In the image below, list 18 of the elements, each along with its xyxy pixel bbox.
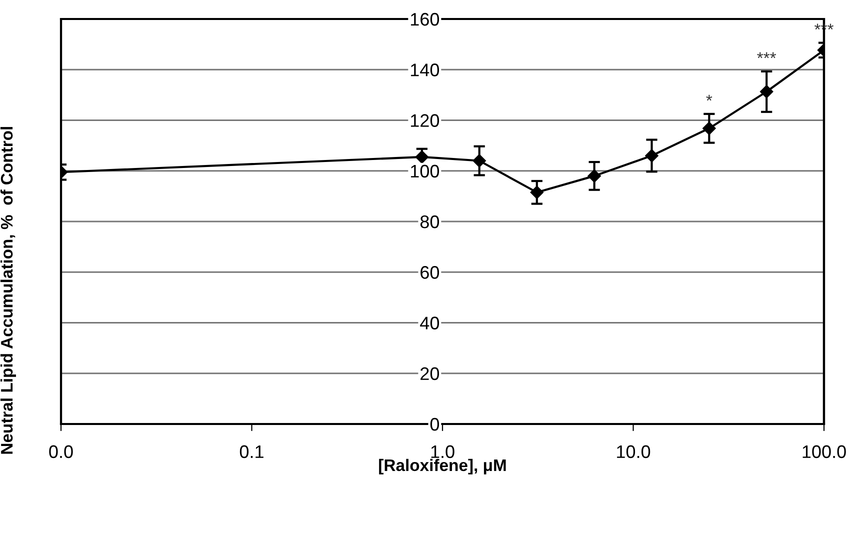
y-tick-label: 0 [430, 418, 440, 431]
y-tick-label: 120 [410, 114, 440, 127]
x-tick-label: 0.1 [240, 445, 264, 458]
annotation: *** [757, 52, 776, 58]
y-tick-label: 140 [410, 64, 440, 76]
y-tick-label: 20 [420, 367, 440, 380]
x-tick-label: 1.0 [431, 445, 454, 458]
y-tick-label: 100 [410, 164, 440, 178]
y-tick-label: 60 [420, 266, 440, 279]
y-tick-label: 160 [410, 12, 440, 26]
x-axis-title: [Raloxifene], μM [379, 458, 506, 474]
x-tick-label: 100.0 [802, 445, 846, 458]
x-tick-label: 0.0 [49, 445, 73, 458]
y-axis-title: Neutral Lipid Accumulation, % of Control [0, 127, 16, 454]
annotation: * [706, 94, 712, 101]
y-tick-label: 40 [420, 316, 440, 330]
y-tick-label: 80 [420, 215, 440, 228]
x-tick-label: 10.0 [617, 445, 650, 458]
